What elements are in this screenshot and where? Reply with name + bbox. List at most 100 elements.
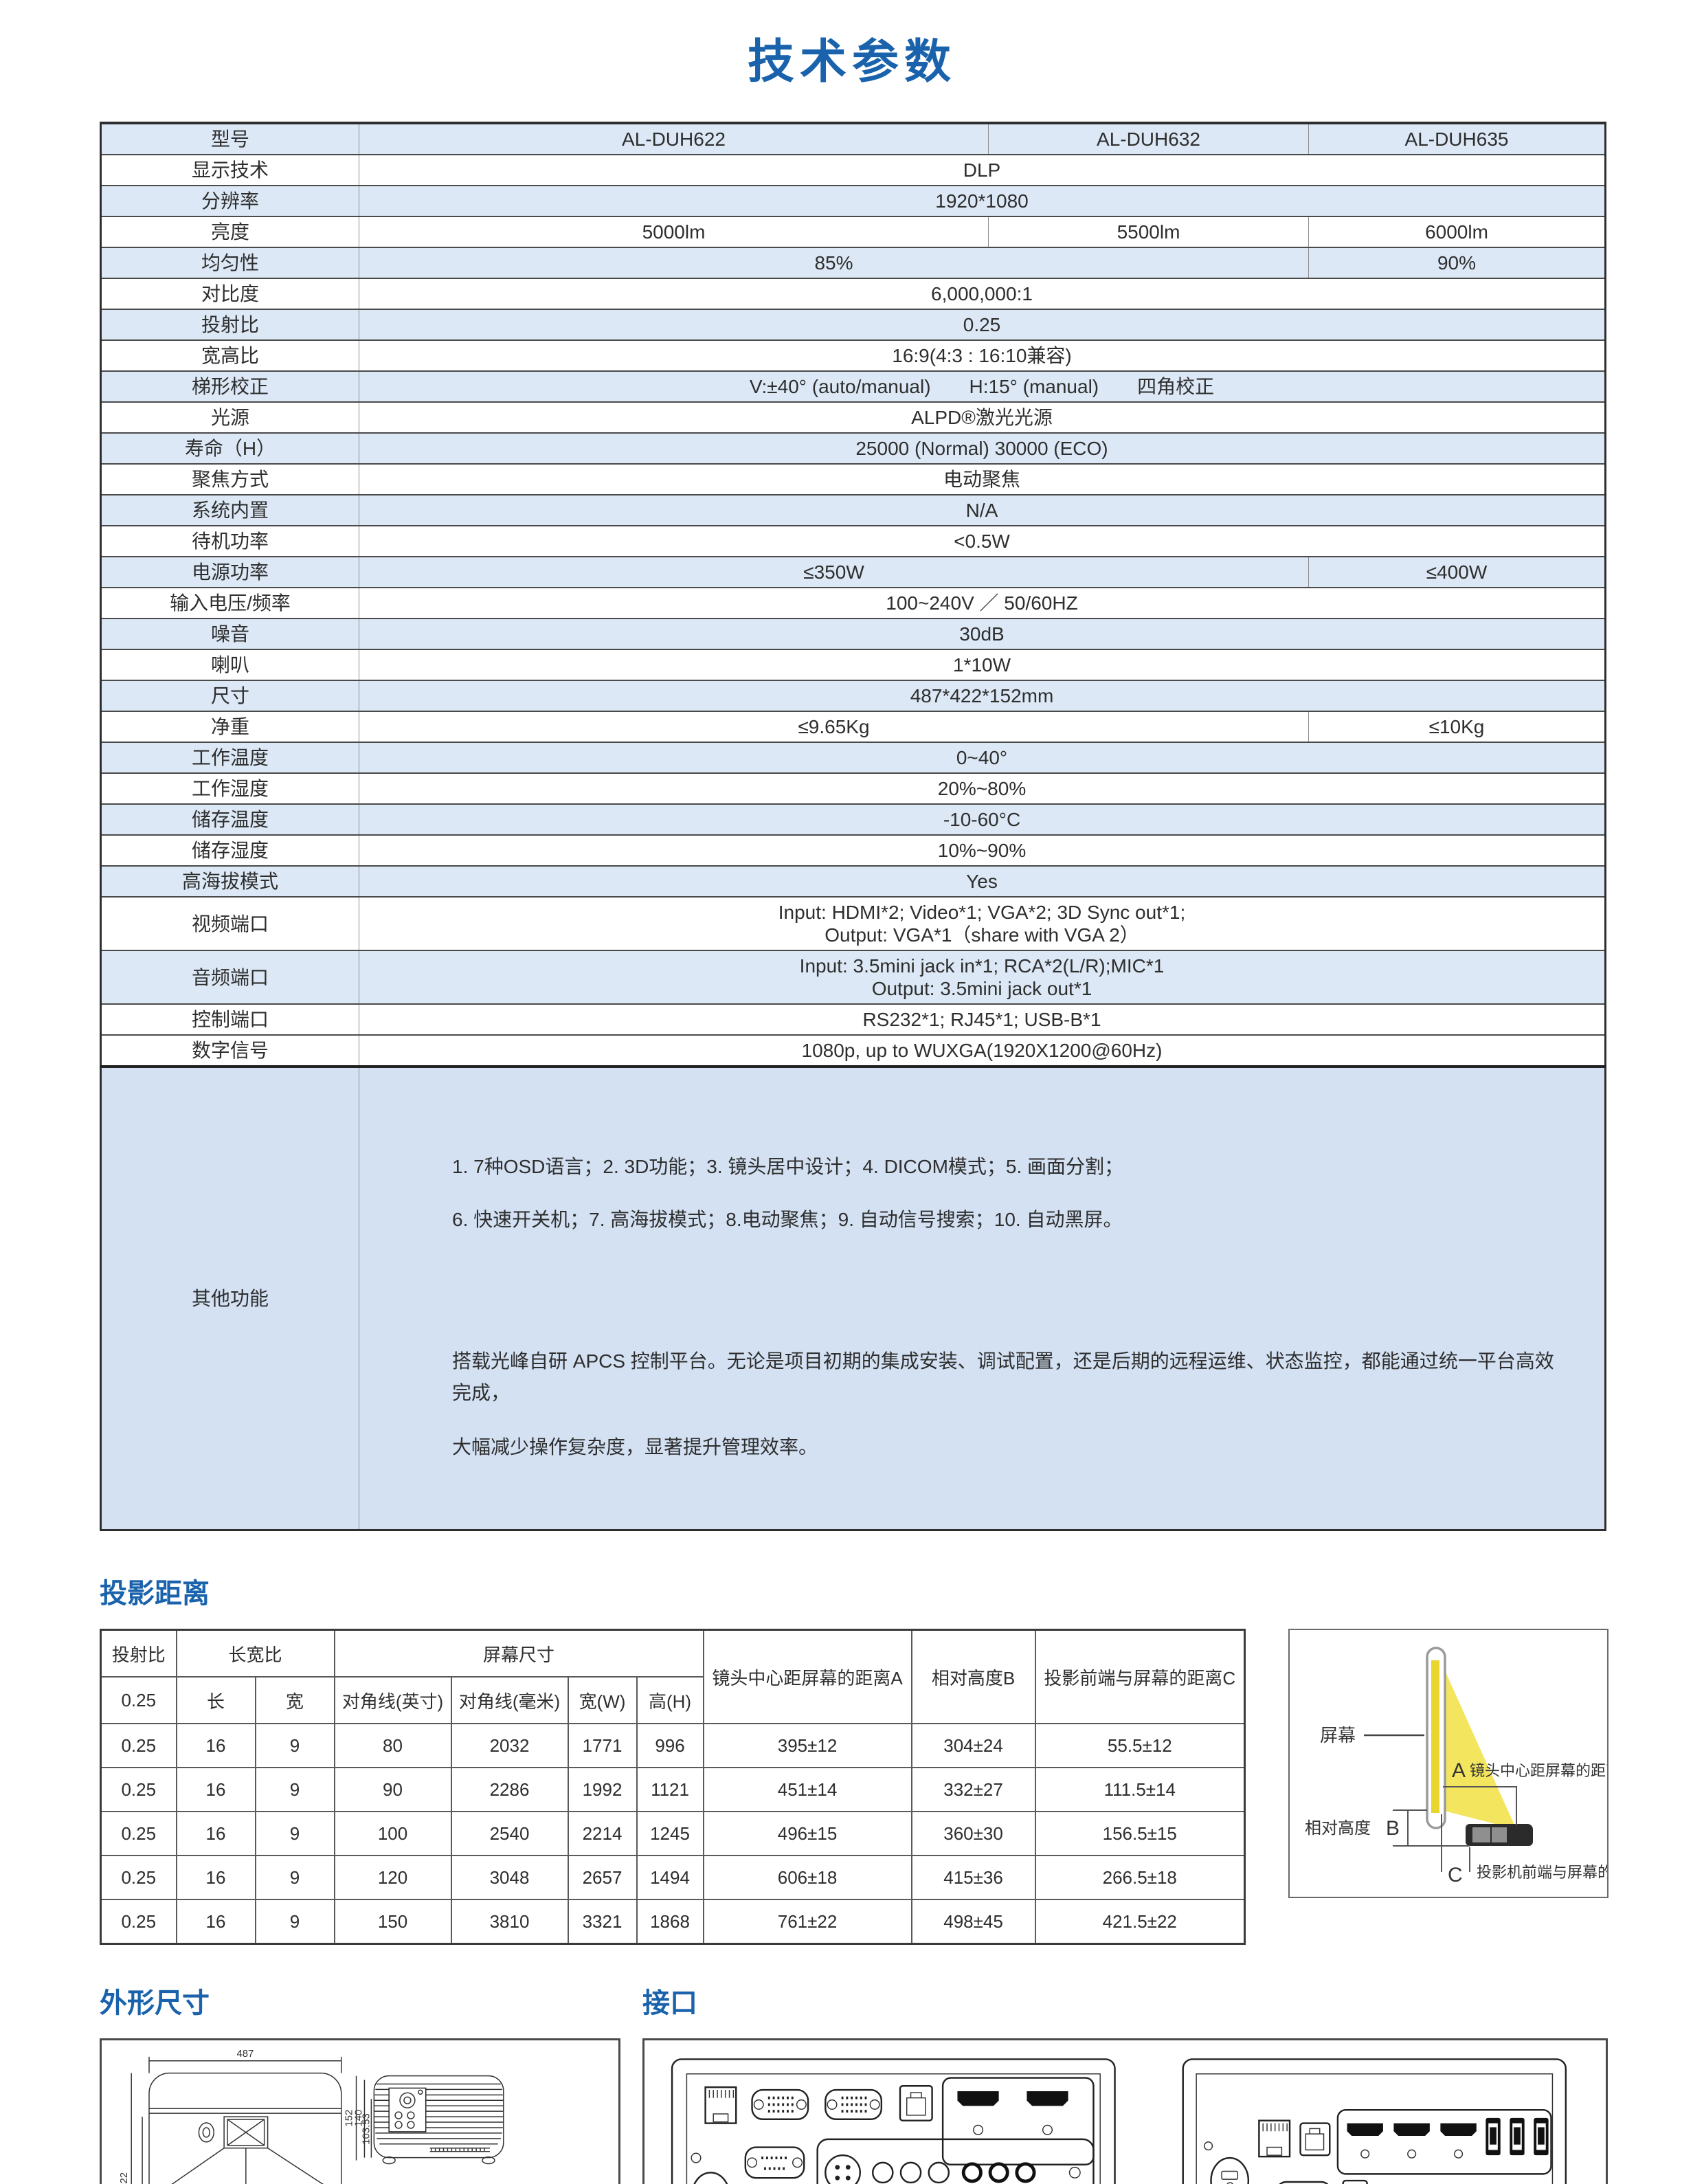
projection-cell: 1868	[636, 1899, 704, 1945]
spec-row-label: 投射比	[100, 309, 359, 341]
projection-section: 投射比 长宽比 屏幕尺寸 镜头中心距屏幕的距离A 相对高度B 投影前端与屏幕的距…	[100, 1629, 1643, 1945]
spec-cell: V:±40° (auto/manual) H:15° (manual) 四角校正	[359, 370, 1606, 403]
spec-cell: 16:9(4:3 : 16:10兼容)	[359, 339, 1606, 372]
projection-cell: 16	[175, 1767, 256, 1812]
svg-text:B: B	[1386, 1817, 1400, 1840]
distance-a-annotation: A 镜头中心距屏幕的距离	[1443, 1759, 1621, 1825]
projection-cell: 1494	[636, 1855, 704, 1900]
spec-cell: 30dB	[359, 618, 1606, 650]
projection-cell: 332±27	[910, 1767, 1036, 1812]
screw-hole	[1203, 2141, 1213, 2151]
projection-row: 0.25 16 9 150 3810 3321 1868 761±22 498±45 421.5±…	[100, 1899, 1246, 1945]
spec-row-label: 对比度	[100, 278, 359, 310]
spec-cell: 100~240V ／ 50/60HZ	[359, 587, 1606, 619]
projection-cell: 606±18	[702, 1855, 912, 1900]
projection-cell: 2657	[567, 1855, 638, 1900]
usb-a-port	[1486, 2117, 1501, 2156]
spec-row: 光源 ALPD®激光光源	[100, 401, 1606, 434]
rca-jack	[962, 2162, 983, 2183]
projection-row: 0.25 16 9 100 2540 2214 1245 496±15 360±30 156.5±…	[100, 1811, 1246, 1856]
other-features-cell: 1. 7种OSD语言；2. 3D功能；3. 镜头居中设计；4. DICOM模式；…	[359, 1065, 1606, 1531]
projection-cell: 111.5±14	[1034, 1767, 1246, 1812]
projector-shape	[1466, 1824, 1534, 1846]
dim-d2-label: 140	[353, 2110, 364, 2127]
apcs-description: 搭载光峰自研 APCS 控制平台。无论是项目初期的集成安装、调试配置，还是后期的…	[452, 1323, 1563, 1486]
spec-cell: 85%	[359, 247, 1309, 279]
spec-row-label: 型号	[100, 122, 359, 155]
col-screen-size: 屏幕尺寸	[333, 1629, 704, 1678]
section-title-dimensions: 外形尺寸	[100, 1988, 210, 2018]
spec-row-label: 其他功能	[100, 1065, 359, 1531]
spec-cell: 90%	[1308, 247, 1606, 279]
spec-cell: <0.5W	[359, 525, 1606, 557]
svg-text:投影机前端与屏幕的距离: 投影机前端与屏幕的距离	[1477, 1864, 1607, 1881]
spec-cell: AL-DUH635	[1308, 122, 1606, 155]
bottom-section: 外形尺寸	[100, 1981, 1608, 2184]
hdmi-usb-panel	[1336, 2108, 1552, 2175]
optical-port	[1342, 2179, 1368, 2184]
projection-table-body: 0.25 16 9 80 2032 1771 996 395±12 304±24 55.5±12 0…	[100, 1723, 1246, 1945]
spec-row: 净重 ≤9.65Kg ≤10Kg	[100, 711, 1606, 743]
col-height-b: 相对高度B	[910, 1629, 1036, 1724]
spec-row-label: 系统内置	[100, 494, 359, 526]
spec-cell: 0~40°	[359, 742, 1606, 774]
dimension-drawing-box: 487 422 339.53	[100, 2038, 620, 2184]
android-panel-wrap: ▲ （安卓机型）	[1175, 2046, 1587, 2184]
projection-cell: 415±36	[910, 1855, 1036, 1900]
rs232-port	[744, 2146, 805, 2179]
spec-row: 输入电压/频率 100~240V ／ 50/60HZ	[100, 587, 1606, 619]
projection-cell: 1245	[636, 1811, 704, 1856]
spec-row: 储存湿度 10%~90%	[100, 834, 1606, 867]
spec-row-label: 亮度	[100, 216, 359, 248]
subcol-diag-mm: 对角线(毫米)	[450, 1676, 569, 1724]
feature-line: 1. 7种OSD语言；2. 3D功能；3. 镜头居中设计；4. DICOM模式；…	[452, 1156, 1124, 1177]
spec-cell: 487*422*152mm	[359, 680, 1606, 712]
spec-row: 型号 AL-DUH622 AL-DUH632 AL-DUH635	[100, 122, 1606, 155]
projection-cell: 16	[175, 1855, 256, 1900]
projection-cell: 0.25	[100, 1855, 177, 1900]
spec-other-body: 其他功能 1. 7种OSD语言；2. 3D功能；3. 镜头居中设计；4. DIC…	[100, 1065, 1606, 1531]
projection-cell: 451±14	[702, 1767, 912, 1812]
col-aspect-ratio: 长宽比	[175, 1629, 335, 1678]
spec-row-label: 电源功率	[100, 556, 359, 588]
spec-row: 喇叭 1*10W	[100, 649, 1606, 681]
hdmi-port	[1347, 2123, 1383, 2137]
projection-cell: 9	[254, 1767, 335, 1812]
projection-cell: 1992	[567, 1767, 638, 1812]
spec-cell: ≤350W	[359, 556, 1309, 588]
projection-cell: 16	[175, 1723, 256, 1768]
audio-jack	[900, 2161, 922, 2184]
projection-cell: 2286	[450, 1767, 569, 1812]
spec-cell: AL-DUH622	[359, 122, 989, 155]
projection-cell: 9	[254, 1899, 335, 1945]
spec-row-label: 聚焦方式	[100, 463, 359, 495]
projection-cell: 266.5±18	[1034, 1855, 1246, 1900]
spec-row-label: 工作温度	[100, 742, 359, 774]
spec-table: 型号 AL-DUH622 AL-DUH632 AL-DUH635 显示技术 DLP 分辨率 1…	[100, 122, 1606, 1531]
interface-drawing-box: ▲ （安卓机型）	[642, 2038, 1608, 2184]
hdmi-ports-panel	[942, 2077, 1095, 2165]
throw-distance-diagram: 屏幕 A 镜头中心距屏幕的距离 相对高度 B	[1288, 1629, 1643, 1898]
section-title-interface: 接口	[642, 1988, 697, 2018]
projection-cell: 304±24	[910, 1723, 1036, 1768]
spec-row: 投射比 0.25	[100, 309, 1606, 341]
projection-cell: 9	[254, 1723, 335, 1768]
spec-row-label: 喇叭	[100, 649, 359, 681]
hdmi-port	[1027, 2091, 1068, 2106]
plan-view-drawing	[148, 2072, 342, 2184]
rear-io-panel-standard	[671, 2058, 1116, 2184]
hdmi-port	[1393, 2123, 1430, 2137]
screw-hole	[691, 2152, 702, 2163]
spec-cell: ≤400W	[1308, 556, 1606, 588]
screen-image-strip	[1431, 1660, 1440, 1813]
projection-cell: 395±12	[702, 1723, 912, 1768]
av-jacks-panel	[816, 2138, 1095, 2184]
spec-cell: 20%~80%	[359, 772, 1606, 805]
col-distance-a: 镜头中心距屏幕的距离A	[702, 1629, 912, 1724]
spec-row: 待机功率 <0.5W	[100, 525, 1606, 557]
spec-row: 音频端口 Input: 3.5mini jack in*1; RCA*2(L/R)…	[100, 950, 1606, 1005]
spec-row: 均匀性 85% 90%	[100, 247, 1606, 279]
vga-port	[751, 2088, 809, 2120]
hdmi-port	[1440, 2123, 1477, 2137]
